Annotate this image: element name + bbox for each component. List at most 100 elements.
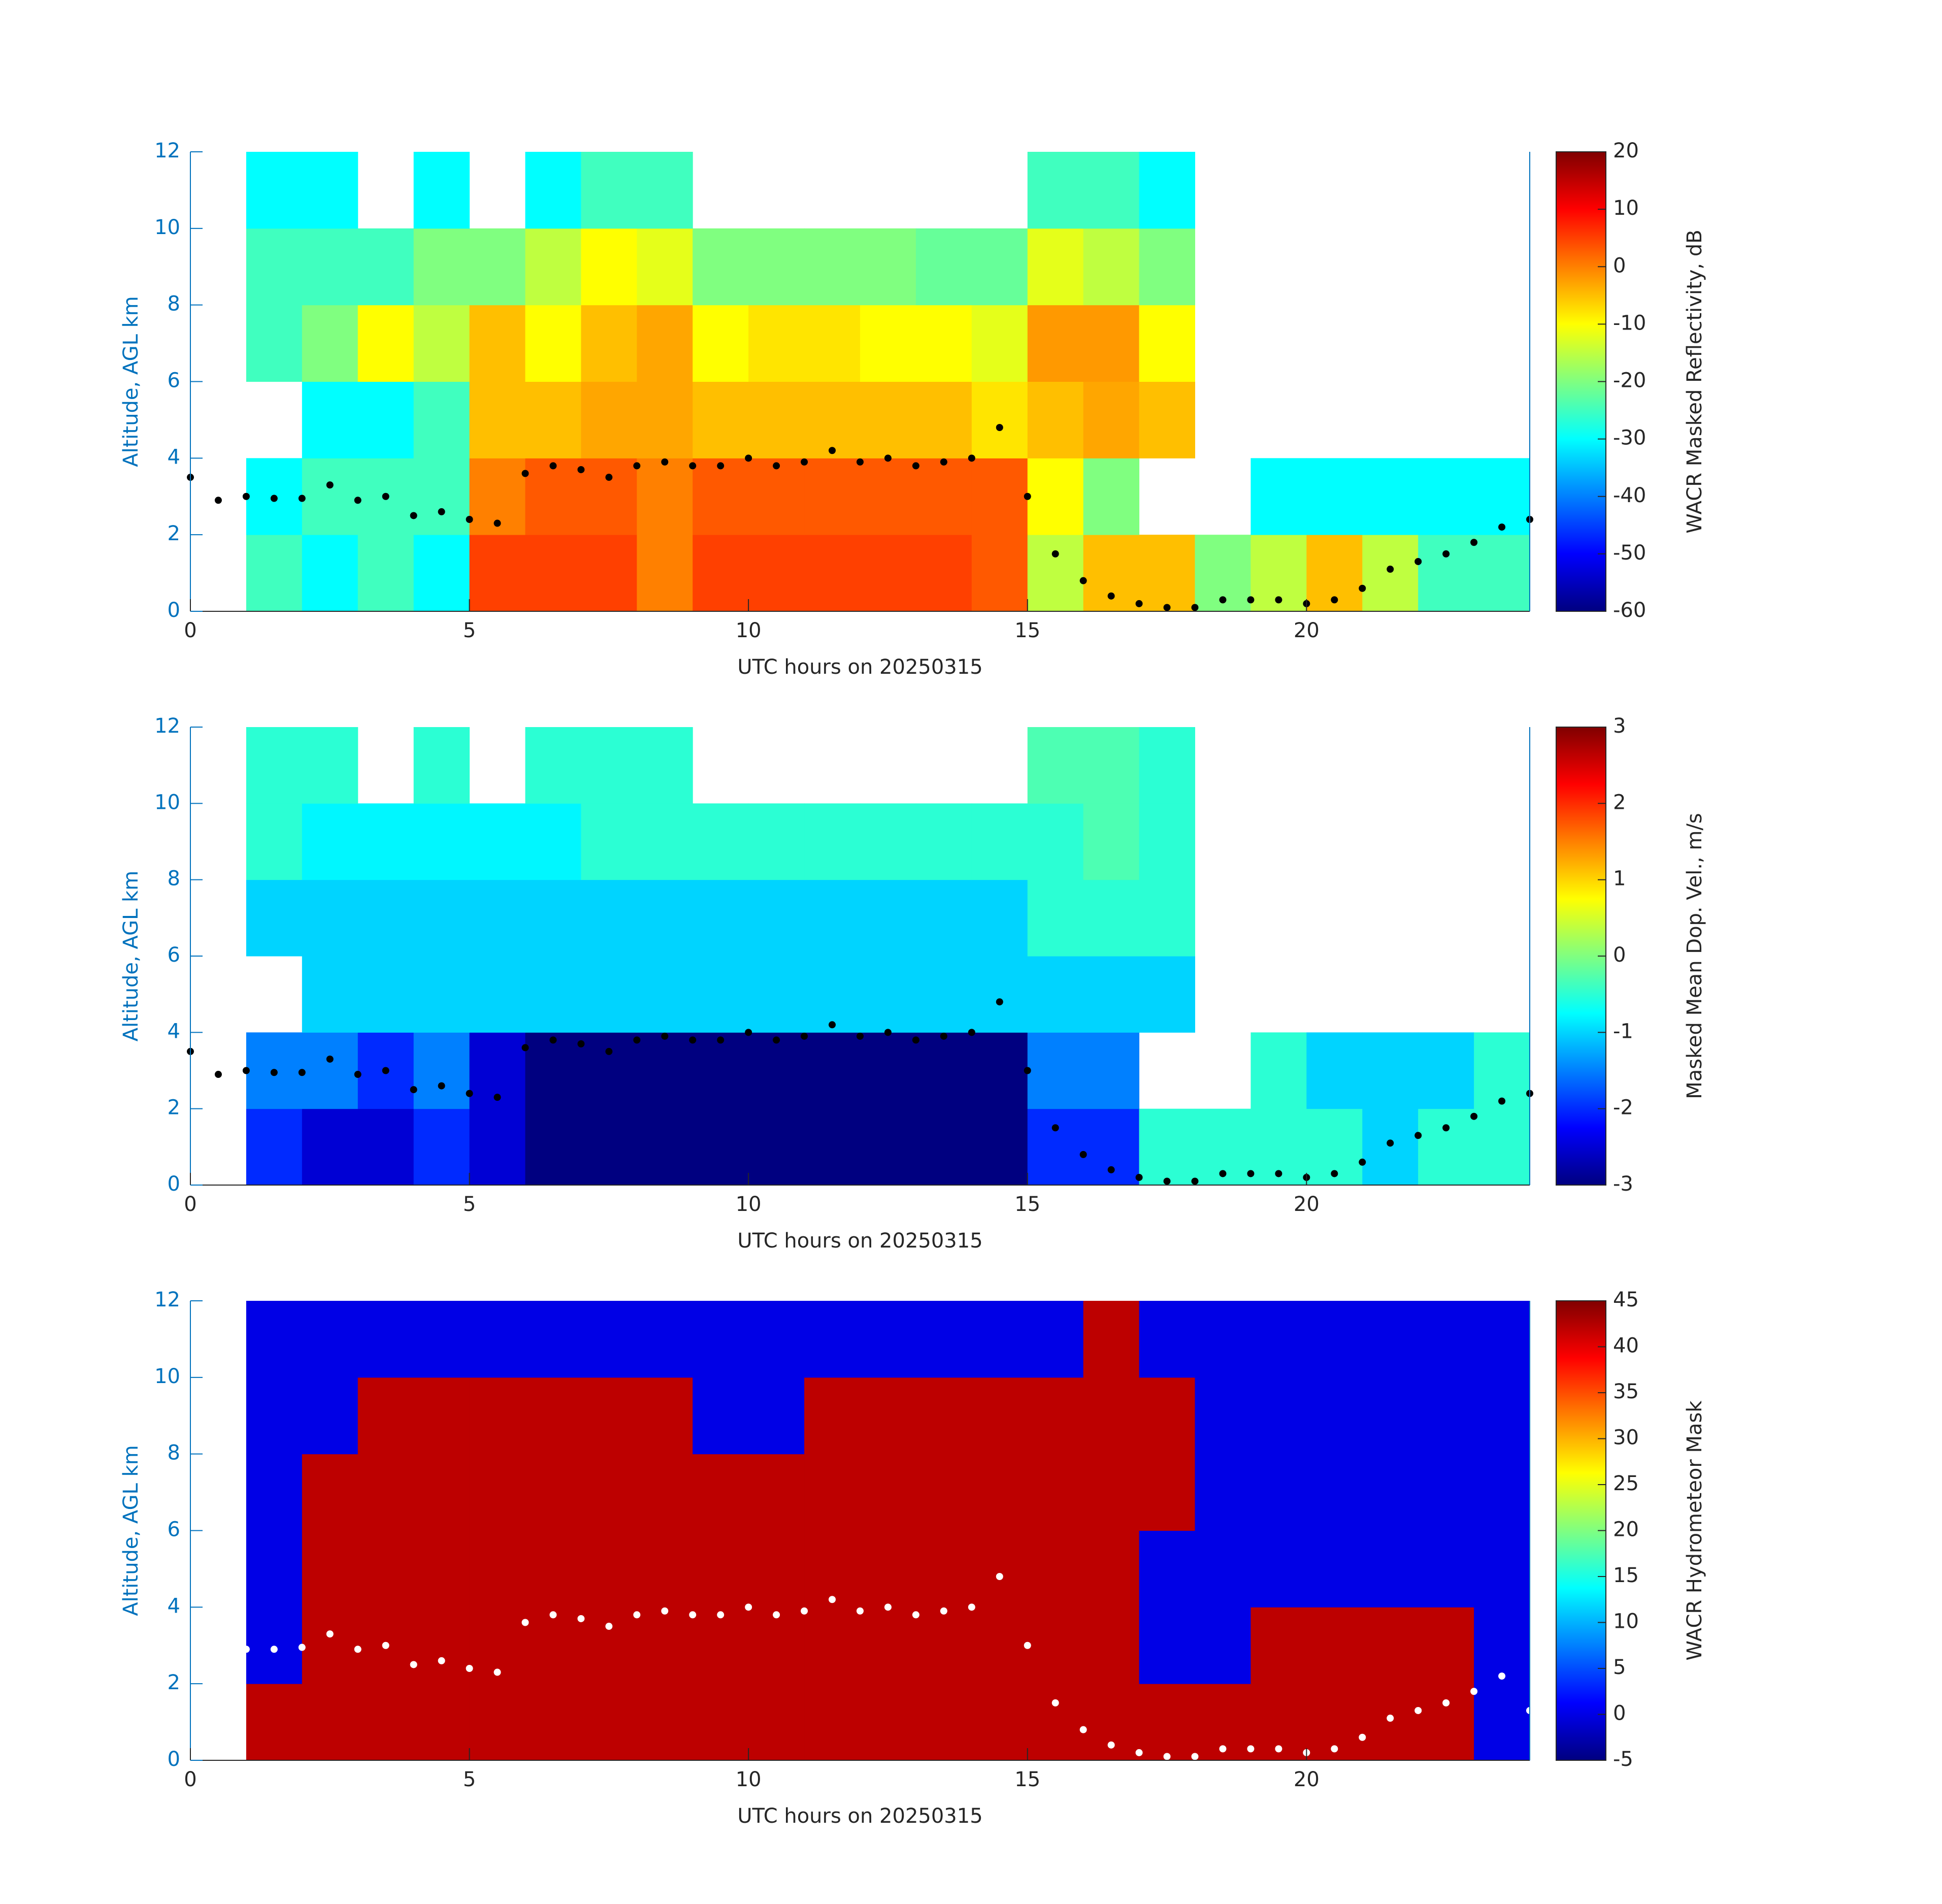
heatmap-cell — [860, 1530, 916, 1607]
cloud-base-point — [382, 493, 389, 500]
cloud-base-point — [242, 1646, 250, 1653]
heatmap-cell — [915, 1108, 972, 1186]
x-tick-label: 20 — [1294, 619, 1320, 642]
heatmap-cell — [637, 1454, 693, 1531]
cloud-base-point — [326, 1630, 334, 1638]
cloud-base-point — [884, 454, 892, 462]
y-tick-label: 4 — [168, 1020, 180, 1043]
cloud-base-point — [689, 462, 697, 470]
heatmap-cell — [1027, 458, 1084, 535]
cloud-base-point — [326, 481, 334, 489]
cloud-base-point — [801, 1032, 808, 1040]
heatmap-cell — [1139, 1684, 1195, 1761]
cloud-base-point — [773, 1036, 780, 1044]
heatmap-cell — [637, 458, 693, 535]
heatmap-cell — [1083, 1377, 1140, 1455]
heatmap-cell — [413, 228, 470, 306]
heatmap-cell — [637, 1032, 693, 1109]
cloud-base-point — [242, 1067, 250, 1074]
heatmap-cell — [860, 1607, 916, 1684]
cloud-base-point — [1191, 604, 1199, 611]
cloud-base-point — [1163, 1753, 1171, 1760]
heatmap-cell — [637, 1684, 693, 1761]
heatmap-cell — [1418, 1377, 1474, 1455]
heatmap-cell — [693, 1607, 749, 1684]
x-axis-label: UTC hours on 20250315 — [737, 1229, 982, 1253]
cloud-base-point — [996, 424, 1003, 431]
cloud-base-point — [577, 1615, 585, 1622]
heatmap-cell — [1139, 1301, 1195, 1378]
heatmap-cell — [860, 1032, 916, 1109]
cloud-base-point — [1498, 1672, 1506, 1680]
cloud-base-point — [354, 497, 361, 504]
heatmap-cell — [246, 727, 303, 804]
heatmap-cell — [915, 381, 972, 458]
cloud-base-point — [438, 1082, 445, 1090]
heatmap-cell — [637, 1108, 693, 1186]
heatmap-cell — [1083, 305, 1140, 382]
heatmap-cell — [525, 956, 581, 1033]
heatmap-cell — [860, 228, 916, 306]
heatmap-cell — [1027, 1530, 1084, 1607]
heatmap-cell — [581, 1684, 637, 1761]
heatmap-cell — [1139, 1454, 1195, 1531]
colorbar-tick-label: 0 — [1613, 254, 1626, 277]
colorbar-tick-label: -60 — [1613, 599, 1646, 622]
heatmap-cell — [525, 1530, 581, 1607]
heatmap-cell — [1474, 1032, 1530, 1109]
colorbar-tick-label: 20 — [1613, 139, 1639, 162]
heatmap-cell — [469, 1684, 525, 1761]
heatmap-cell — [1083, 1454, 1140, 1531]
heatmap-cell — [302, 228, 358, 306]
cloud-base-point — [1191, 1177, 1199, 1185]
heatmap-cell — [693, 803, 749, 880]
heatmap-cell — [413, 1530, 470, 1607]
colorbar-tick-label: -40 — [1613, 484, 1646, 507]
heatmap-cell — [860, 535, 916, 612]
heatmap-cell — [693, 1108, 749, 1186]
colorbar-tick-label: -30 — [1613, 426, 1646, 450]
cloud-base-point — [773, 462, 780, 470]
cloud-base-point — [1024, 493, 1031, 500]
heatmap-cell — [1418, 1108, 1474, 1186]
cloud-base-point — [326, 1055, 334, 1063]
x-tick-label: 0 — [184, 1193, 196, 1216]
colorbar-tick-label: 2 — [1613, 791, 1626, 814]
heatmap-cell — [804, 1301, 861, 1378]
cloud-base-point — [1024, 1067, 1031, 1074]
heatmap-cell — [413, 879, 470, 957]
heatmap-cell — [804, 535, 861, 612]
heatmap-cell — [693, 879, 749, 957]
heatmap-cell — [302, 1301, 358, 1378]
cloud-base-point — [1051, 1699, 1059, 1706]
heatmap-cell — [1083, 1607, 1140, 1684]
cloud-base-point — [605, 1047, 613, 1055]
heatmap-cell — [860, 1684, 916, 1761]
heatmap-cell — [1139, 956, 1195, 1033]
heatmap-cell — [860, 803, 916, 880]
heatmap-cell — [637, 535, 693, 612]
heatmap-cell — [469, 803, 525, 880]
y-tick-label: 6 — [168, 1518, 180, 1541]
heatmap-cell — [804, 1454, 861, 1531]
heatmap-cell — [413, 1607, 470, 1684]
heatmap-cell — [748, 535, 805, 612]
heatmap-cell — [246, 152, 303, 229]
cloud-base-point — [521, 1044, 529, 1052]
y-tick-label: 10 — [154, 216, 180, 239]
cloud-base-point — [605, 474, 613, 481]
heatmap-cell — [1418, 1032, 1474, 1109]
heatmap-cell — [246, 1607, 303, 1684]
heatmap-cell — [693, 1454, 749, 1531]
heatmap-cell — [1139, 1607, 1195, 1684]
x-tick-label: 20 — [1294, 1193, 1320, 1216]
cloud-base-point — [1387, 1715, 1394, 1722]
heatmap-cell — [804, 956, 861, 1033]
cloud-base-point — [1275, 1745, 1282, 1753]
cloud-base-point — [410, 1661, 417, 1668]
heatmap-cell — [915, 228, 972, 306]
heatmap-cell — [637, 1607, 693, 1684]
y-tick-label: 2 — [168, 522, 180, 545]
colorbar — [1556, 727, 1606, 1186]
cloud-base-point — [745, 1029, 752, 1036]
